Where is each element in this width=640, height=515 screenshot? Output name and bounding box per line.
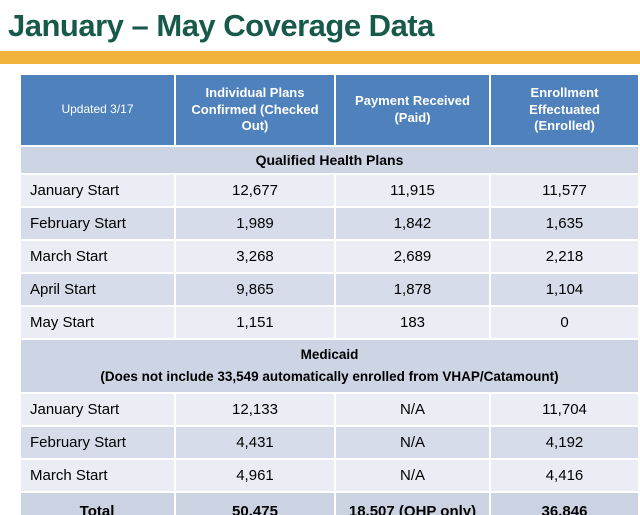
cell-checked-out: 12,677 <box>176 175 334 206</box>
cell-enrolled: 1,635 <box>491 208 638 239</box>
cell-checked-out: 1,151 <box>176 307 334 338</box>
table-row: April Start 9,865 1,878 1,104 <box>21 274 638 305</box>
slide: January – May Coverage Data Updated 3/17… <box>0 6 640 515</box>
cell-paid: 11,915 <box>336 175 489 206</box>
column-header-payment-received: Payment Received (Paid) <box>336 75 489 145</box>
section-row-medicaid: Medicaid (Does not include 33,549 automa… <box>21 340 638 392</box>
table-row: March Start 4,961 N/A 4,416 <box>21 460 638 491</box>
cell-paid: N/A <box>336 427 489 458</box>
row-label: January Start <box>21 175 174 206</box>
table-row: January Start 12,133 N/A 11,704 <box>21 394 638 425</box>
row-label: April Start <box>21 274 174 305</box>
cell-checked-out: 3,268 <box>176 241 334 272</box>
cell-checked-out: 12,133 <box>176 394 334 425</box>
total-label: Total <box>21 493 174 515</box>
cell-enrolled: 11,577 <box>491 175 638 206</box>
cell-enrolled: 4,192 <box>491 427 638 458</box>
section-title-medicaid: Medicaid <box>300 347 359 363</box>
cell-enrolled: 11,704 <box>491 394 638 425</box>
section-header-medicaid: Medicaid (Does not include 33,549 automa… <box>21 340 638 392</box>
row-label: February Start <box>21 208 174 239</box>
table-header-row: Updated 3/17 Individual Plans Confirmed … <box>21 75 638 145</box>
table-row: February Start 4,431 N/A 4,192 <box>21 427 638 458</box>
cell-paid: 2,689 <box>336 241 489 272</box>
cell-paid: 1,878 <box>336 274 489 305</box>
cell-checked-out: 1,989 <box>176 208 334 239</box>
table-row: May Start 1,151 183 0 <box>21 307 638 338</box>
column-header-enrollment-effectuated: Enrollment Effectuated (Enrolled) <box>491 75 638 145</box>
total-checked-out: 50,475 <box>176 493 334 515</box>
coverage-table: Updated 3/17 Individual Plans Confirmed … <box>19 73 640 515</box>
cell-checked-out: 4,961 <box>176 460 334 491</box>
updated-date-label: Updated 3/17 <box>21 75 174 145</box>
row-label: March Start <box>21 460 174 491</box>
total-paid: 18,507 (QHP only) <box>336 493 489 515</box>
table-row: January Start 12,677 11,915 11,577 <box>21 175 638 206</box>
cell-paid: 1,842 <box>336 208 489 239</box>
accent-bar <box>0 51 640 64</box>
cell-enrolled: 1,104 <box>491 274 638 305</box>
row-label: February Start <box>21 427 174 458</box>
row-label: May Start <box>21 307 174 338</box>
row-label: March Start <box>21 241 174 272</box>
total-enrolled: 36,846 <box>491 493 638 515</box>
cell-checked-out: 4,431 <box>176 427 334 458</box>
column-header-individual-plans: Individual Plans Confirmed (Checked Out) <box>176 75 334 145</box>
total-row: Total 50,475 18,507 (QHP only) 36,846 <box>21 493 638 515</box>
cell-enrolled: 4,416 <box>491 460 638 491</box>
cell-paid: N/A <box>336 394 489 425</box>
table-row: February Start 1,989 1,842 1,635 <box>21 208 638 239</box>
cell-paid: 183 <box>336 307 489 338</box>
section-row-qhp: Qualified Health Plans <box>21 147 638 173</box>
cell-checked-out: 9,865 <box>176 274 334 305</box>
page-title: January – May Coverage Data <box>8 8 434 43</box>
cell-enrolled: 0 <box>491 307 638 338</box>
row-label: January Start <box>21 394 174 425</box>
table-row: March Start 3,268 2,689 2,218 <box>21 241 638 272</box>
section-subtitle-medicaid: (Does not include 33,549 automatically e… <box>100 369 559 384</box>
cell-paid: N/A <box>336 460 489 491</box>
cell-enrolled: 2,218 <box>491 241 638 272</box>
section-title-qhp: Qualified Health Plans <box>21 147 638 173</box>
